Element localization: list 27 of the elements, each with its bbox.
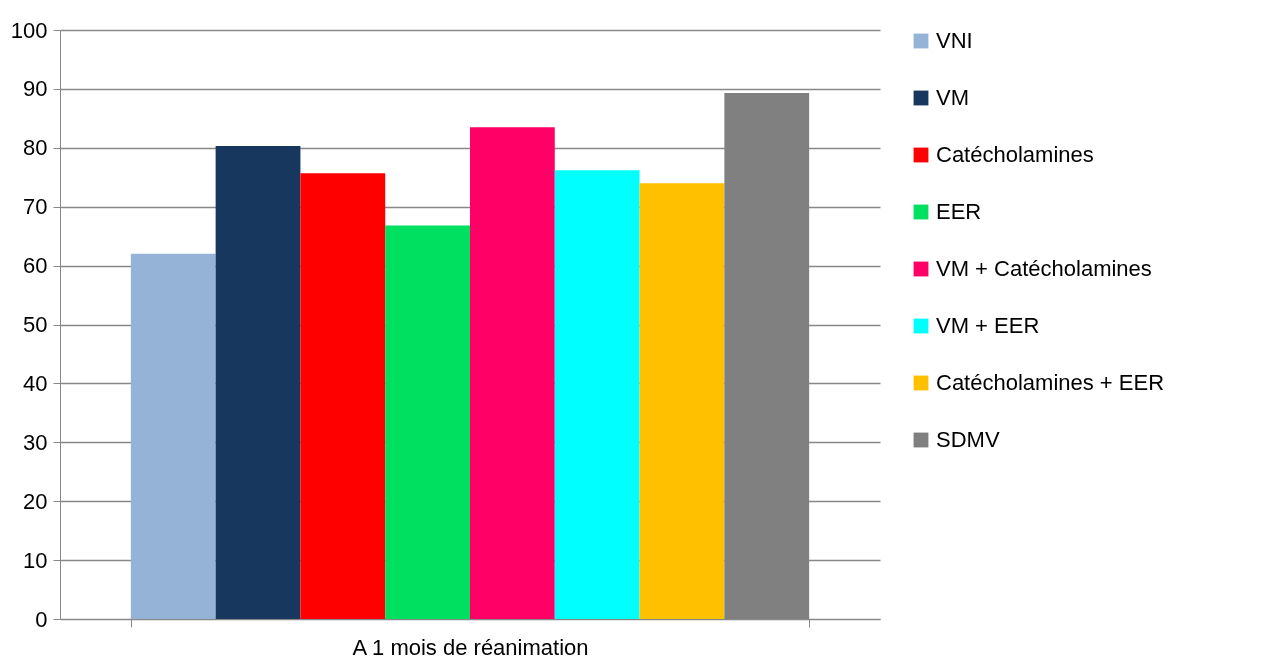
- bar: [215, 146, 301, 619]
- bar: [639, 183, 725, 619]
- x-tick-label: A 1 mois de réanimation: [352, 634, 589, 659]
- bar: [470, 127, 555, 619]
- legend-label: EER: [936, 199, 982, 224]
- bar: [554, 170, 640, 619]
- legend-label: Catécholamines: [936, 142, 1094, 167]
- y-tick-label: 80: [23, 135, 48, 161]
- legend-label: SDMV: [936, 427, 1000, 452]
- bar: [300, 173, 386, 619]
- legend-label: Catécholamines + EER: [936, 370, 1165, 395]
- y-tick-label: 10: [23, 547, 48, 573]
- y-tick-label: 50: [23, 312, 48, 337]
- y-tick-label: 70: [23, 194, 48, 220]
- legend-label: VM + EER: [936, 313, 1040, 338]
- y-tick-label: 90: [23, 76, 48, 102]
- y-tick-label: 60: [23, 253, 48, 279]
- y-tick-label: 0: [35, 606, 48, 632]
- legend-label: VM: [936, 85, 969, 110]
- bar: [385, 225, 470, 619]
- bar: [130, 253, 216, 619]
- y-tick-label: 30: [23, 429, 48, 455]
- y-tick-label: 40: [23, 370, 48, 396]
- legend-label: VM + Catécholamines: [936, 256, 1152, 281]
- y-tick-label: 100: [10, 17, 48, 43]
- y-tick-label: 20: [23, 488, 48, 514]
- legend-label: VNI: [936, 28, 973, 53]
